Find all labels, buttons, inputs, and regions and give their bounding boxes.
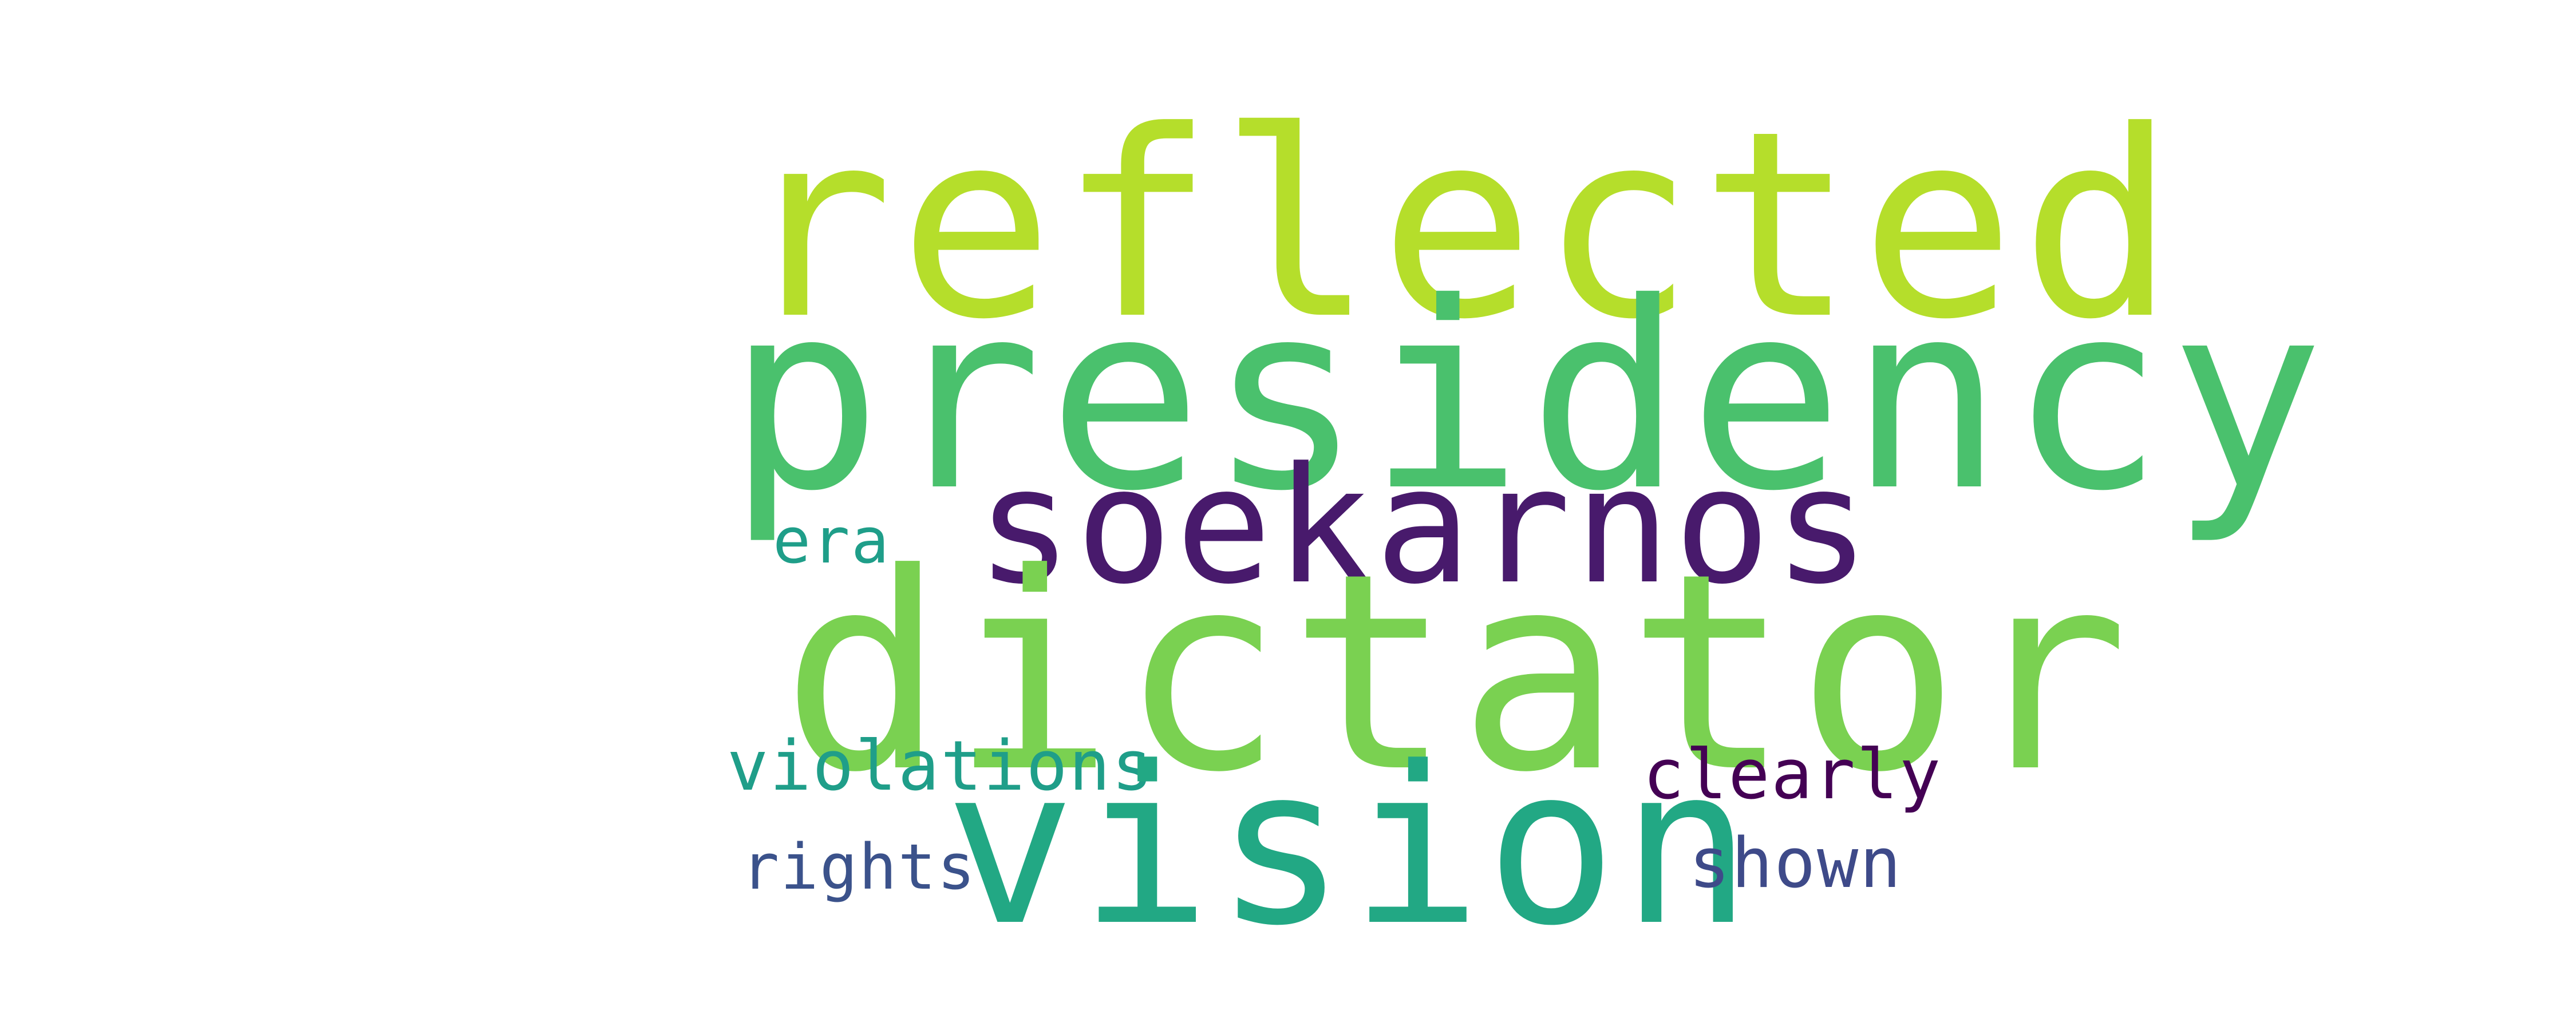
word-violations: violations <box>727 727 1155 806</box>
word-era: era <box>773 504 891 577</box>
word-presidency: presidency <box>727 248 2330 548</box>
word-rights: rights <box>741 830 977 904</box>
word-shown: shown <box>1689 824 1903 904</box>
word-soekarnos: soekarnos <box>976 433 1874 620</box>
word-dictator: dictator <box>781 516 2135 832</box>
word-reflected: reflected <box>738 76 2181 376</box>
word-clearly: clearly <box>1643 735 1942 815</box>
word-vision: vision <box>945 720 1757 973</box>
